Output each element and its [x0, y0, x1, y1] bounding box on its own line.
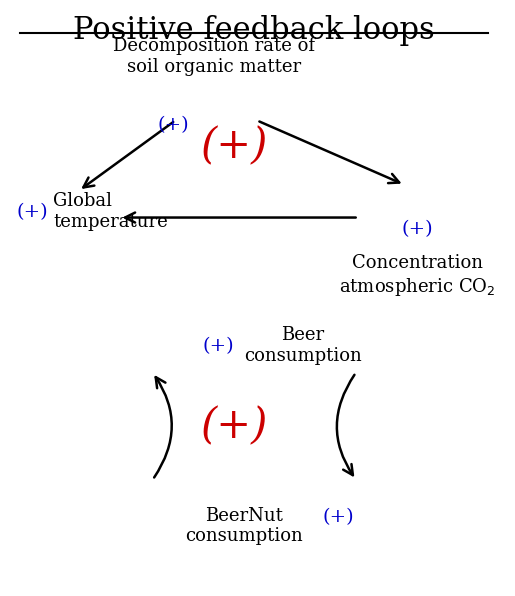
- FancyArrowPatch shape: [337, 375, 354, 475]
- Text: Concentration
atmospheric CO$_2$: Concentration atmospheric CO$_2$: [339, 254, 495, 297]
- Text: Decomposition rate of
soil organic matter: Decomposition rate of soil organic matte…: [113, 37, 315, 76]
- Text: (+): (+): [323, 508, 355, 526]
- FancyArrowPatch shape: [154, 377, 171, 477]
- Text: (+): (+): [202, 337, 234, 355]
- Text: (+): (+): [401, 221, 433, 238]
- Text: (+): (+): [200, 125, 268, 167]
- Text: (+): (+): [200, 405, 268, 447]
- Text: (+): (+): [157, 116, 188, 134]
- Text: Beer
consumption: Beer consumption: [244, 326, 362, 365]
- Text: BeerNut
consumption: BeerNut consumption: [185, 507, 303, 545]
- Text: Positive feedback loops: Positive feedback loops: [74, 15, 435, 46]
- Text: (+): (+): [16, 203, 48, 221]
- Text: Global
temperature: Global temperature: [54, 192, 168, 231]
